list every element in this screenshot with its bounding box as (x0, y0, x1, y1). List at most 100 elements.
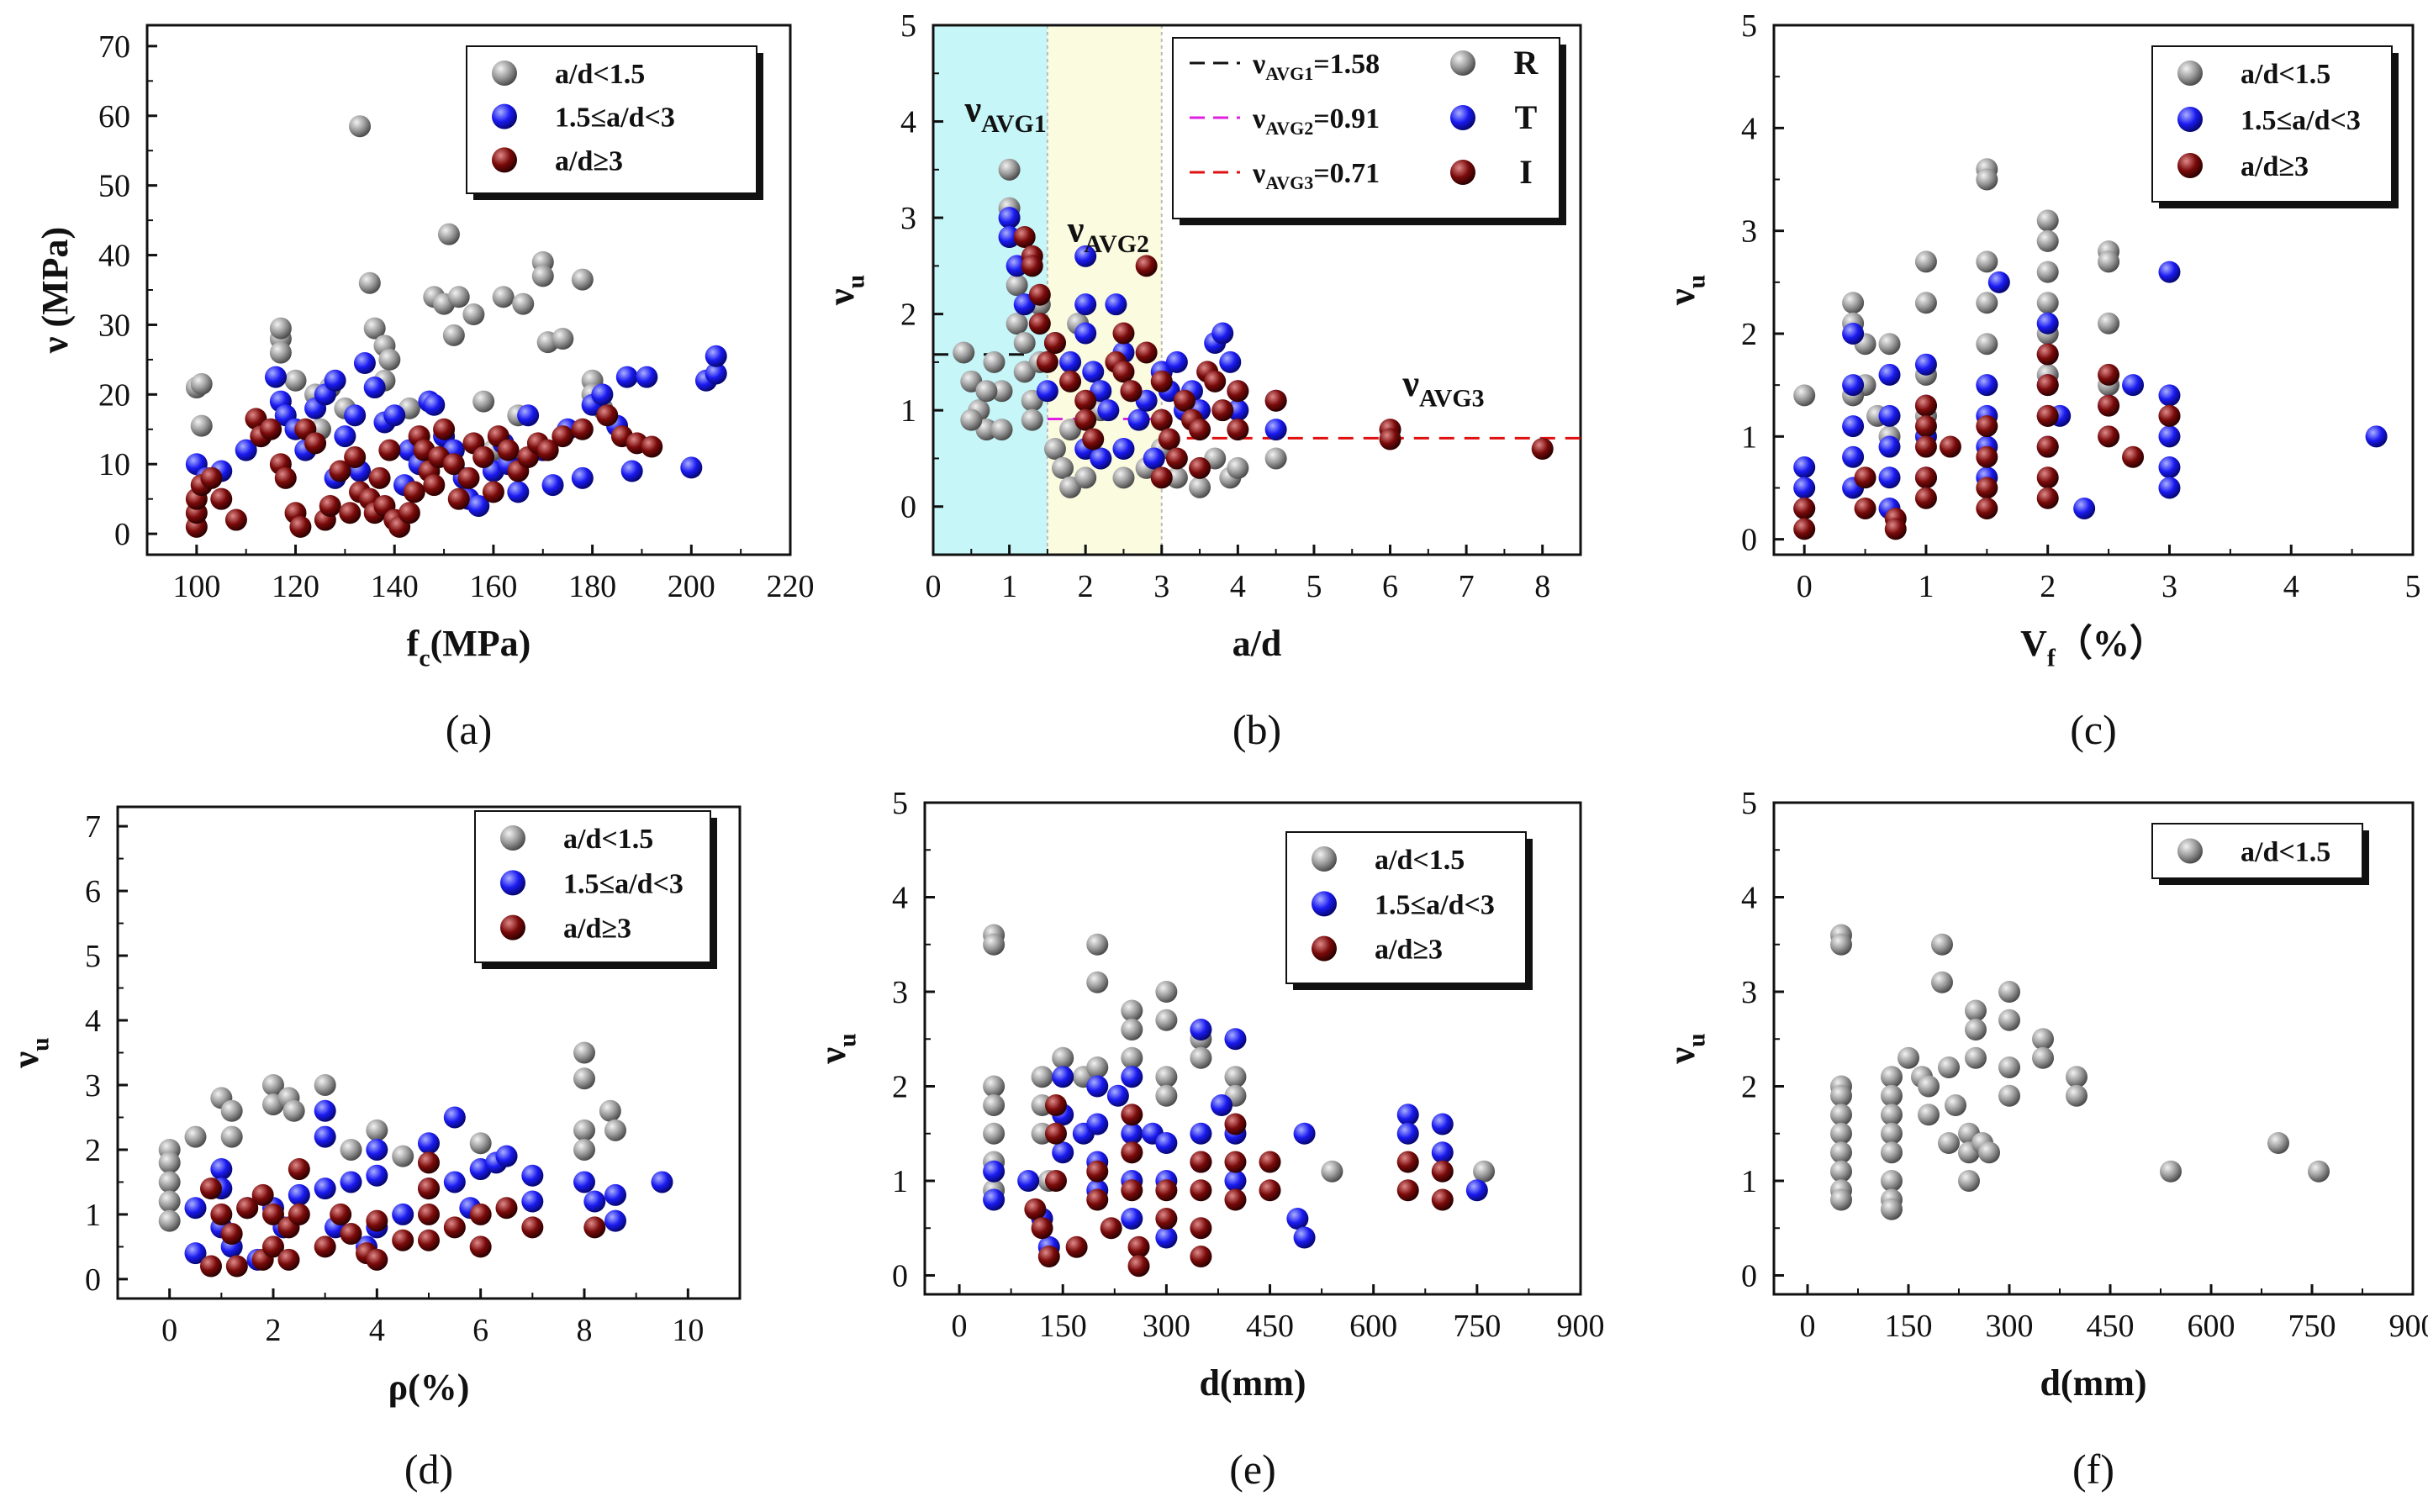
data-point-gray (158, 1209, 181, 1232)
data-point-gray (437, 223, 460, 245)
data-point-gray (284, 369, 307, 392)
data-point-maroon (368, 466, 391, 489)
data-point-gray (2032, 1046, 2054, 1069)
data-point-blue (1878, 435, 1901, 458)
data-point-gray (1998, 981, 2020, 1003)
data-point-gray (1473, 1160, 1496, 1183)
legend-label: a/d<1.5 (2241, 837, 2330, 868)
data-point-maroon (200, 1255, 222, 1278)
data-point-gray (990, 380, 1013, 403)
x-tick-label: 3 (1153, 569, 1169, 604)
data-point-gray (363, 317, 386, 340)
data-point-gray (1898, 1046, 1919, 1069)
y-axis-label: νu (5, 1037, 54, 1068)
x-tick-label: 1 (1918, 569, 1934, 604)
x-tick-label: 180 (568, 569, 616, 604)
x-tick-label: 4 (1230, 569, 1246, 604)
data-point-blue (334, 425, 356, 448)
data-point-gray (262, 1073, 284, 1096)
data-point-gray (1945, 1094, 1966, 1116)
data-point-blue (573, 1171, 595, 1193)
data-point-maroon (304, 432, 327, 455)
legend: a/d<1.5 (2151, 823, 2369, 885)
data-point-blue (210, 1158, 233, 1181)
data-point-gray (1881, 1198, 1903, 1220)
data-point-blue (1190, 1019, 1212, 1040)
legend-marker-maroon (1312, 935, 1337, 961)
data-point-blue (1286, 1208, 1309, 1230)
legend-marker-gray (2177, 838, 2203, 864)
y-tick-label: 3 (892, 975, 908, 1010)
x-tick-label: 1 (1001, 569, 1017, 604)
data-point-blue (314, 1125, 336, 1148)
data-point-blue (1155, 1226, 1178, 1249)
data-point-gray (1074, 466, 1097, 489)
data-point-maroon (1165, 447, 1188, 470)
data-point-blue (517, 404, 540, 427)
x-tick-label: 300 (1143, 1309, 1190, 1344)
data-point-gray (378, 348, 401, 371)
data-point-gray (1165, 466, 1188, 489)
avg-annotation-3: νAVG3 (1401, 363, 1484, 412)
data-point-gray (1155, 1066, 1178, 1088)
data-point-maroon (1059, 370, 1082, 392)
data-point-blue (1121, 1122, 1143, 1145)
data-point-maroon (495, 1197, 518, 1220)
data-point-blue (1878, 466, 1901, 489)
data-point-gray (2308, 1160, 2330, 1183)
legend-marker-blue (1450, 105, 1475, 130)
x-axis-label: ρ(%) (388, 1367, 470, 1408)
data-point-gray (1086, 933, 1109, 956)
y-tick-label: 3 (1741, 214, 1757, 250)
data-point-blue (383, 404, 406, 427)
data-point-blue (1976, 374, 1998, 397)
data-point-blue (1165, 350, 1188, 373)
data-point-gray (1881, 1084, 1903, 1107)
data-point-blue (363, 377, 386, 399)
data-point-maroon (1150, 370, 1173, 392)
data-point-blue (1112, 438, 1135, 460)
data-point-blue (1219, 350, 1242, 373)
data-point-gray (1189, 476, 1211, 498)
data-point-gray (1264, 447, 1287, 470)
data-point-gray (1121, 1019, 1143, 1040)
data-point-gray (314, 1073, 336, 1096)
legend-label: a/d<1.5 (2241, 59, 2330, 90)
data-point-gray (1830, 1141, 1852, 1164)
data-point-blue (636, 366, 658, 388)
data-point-maroon (469, 1203, 492, 1225)
y-tick-label: 5 (900, 8, 916, 44)
data-point-gray (573, 1119, 595, 1141)
data-point-maroon (339, 502, 362, 524)
data-point-gray (1227, 456, 1249, 479)
data-point-gray (1830, 1160, 1852, 1183)
data-point-maroon (1121, 1141, 1143, 1164)
data-point-blue (1431, 1113, 1454, 1135)
data-point-blue (615, 366, 638, 388)
x-tick-label: 10 (672, 1313, 704, 1348)
x-tick-label: 0 (1797, 569, 1813, 604)
data-point-gray (269, 341, 292, 364)
data-point-maroon (200, 466, 223, 489)
data-point-blue (1082, 361, 1105, 383)
data-point-blue (1396, 1122, 1419, 1145)
data-point-gray (1978, 1141, 2000, 1164)
data-point-gray (1965, 1046, 1987, 1069)
data-point-gray (983, 1122, 1006, 1145)
data-point-maroon (447, 487, 470, 510)
chart-panel-f: 0 150 300 450 600 750 900 0 1 2 3 4 5 d(mm) νu a/d<1.5 (1661, 786, 2428, 1404)
data-point-maroon (1976, 415, 1998, 438)
data-point-maroon (1939, 435, 1961, 458)
y-tick-label: 1 (900, 393, 916, 429)
data-point-gray (2066, 1084, 2088, 1107)
data-point-maroon (319, 494, 341, 517)
avg-annotation-2: νAVG2 (1067, 209, 1149, 258)
data-point-maroon (1021, 255, 1043, 277)
data-point-blue (1086, 1113, 1109, 1135)
data-point-gray (599, 1099, 621, 1122)
data-point-blue (541, 474, 564, 497)
data-point-gray (282, 1099, 305, 1122)
data-point-gray (1830, 1122, 1852, 1145)
data-point-blue (1224, 1028, 1247, 1051)
